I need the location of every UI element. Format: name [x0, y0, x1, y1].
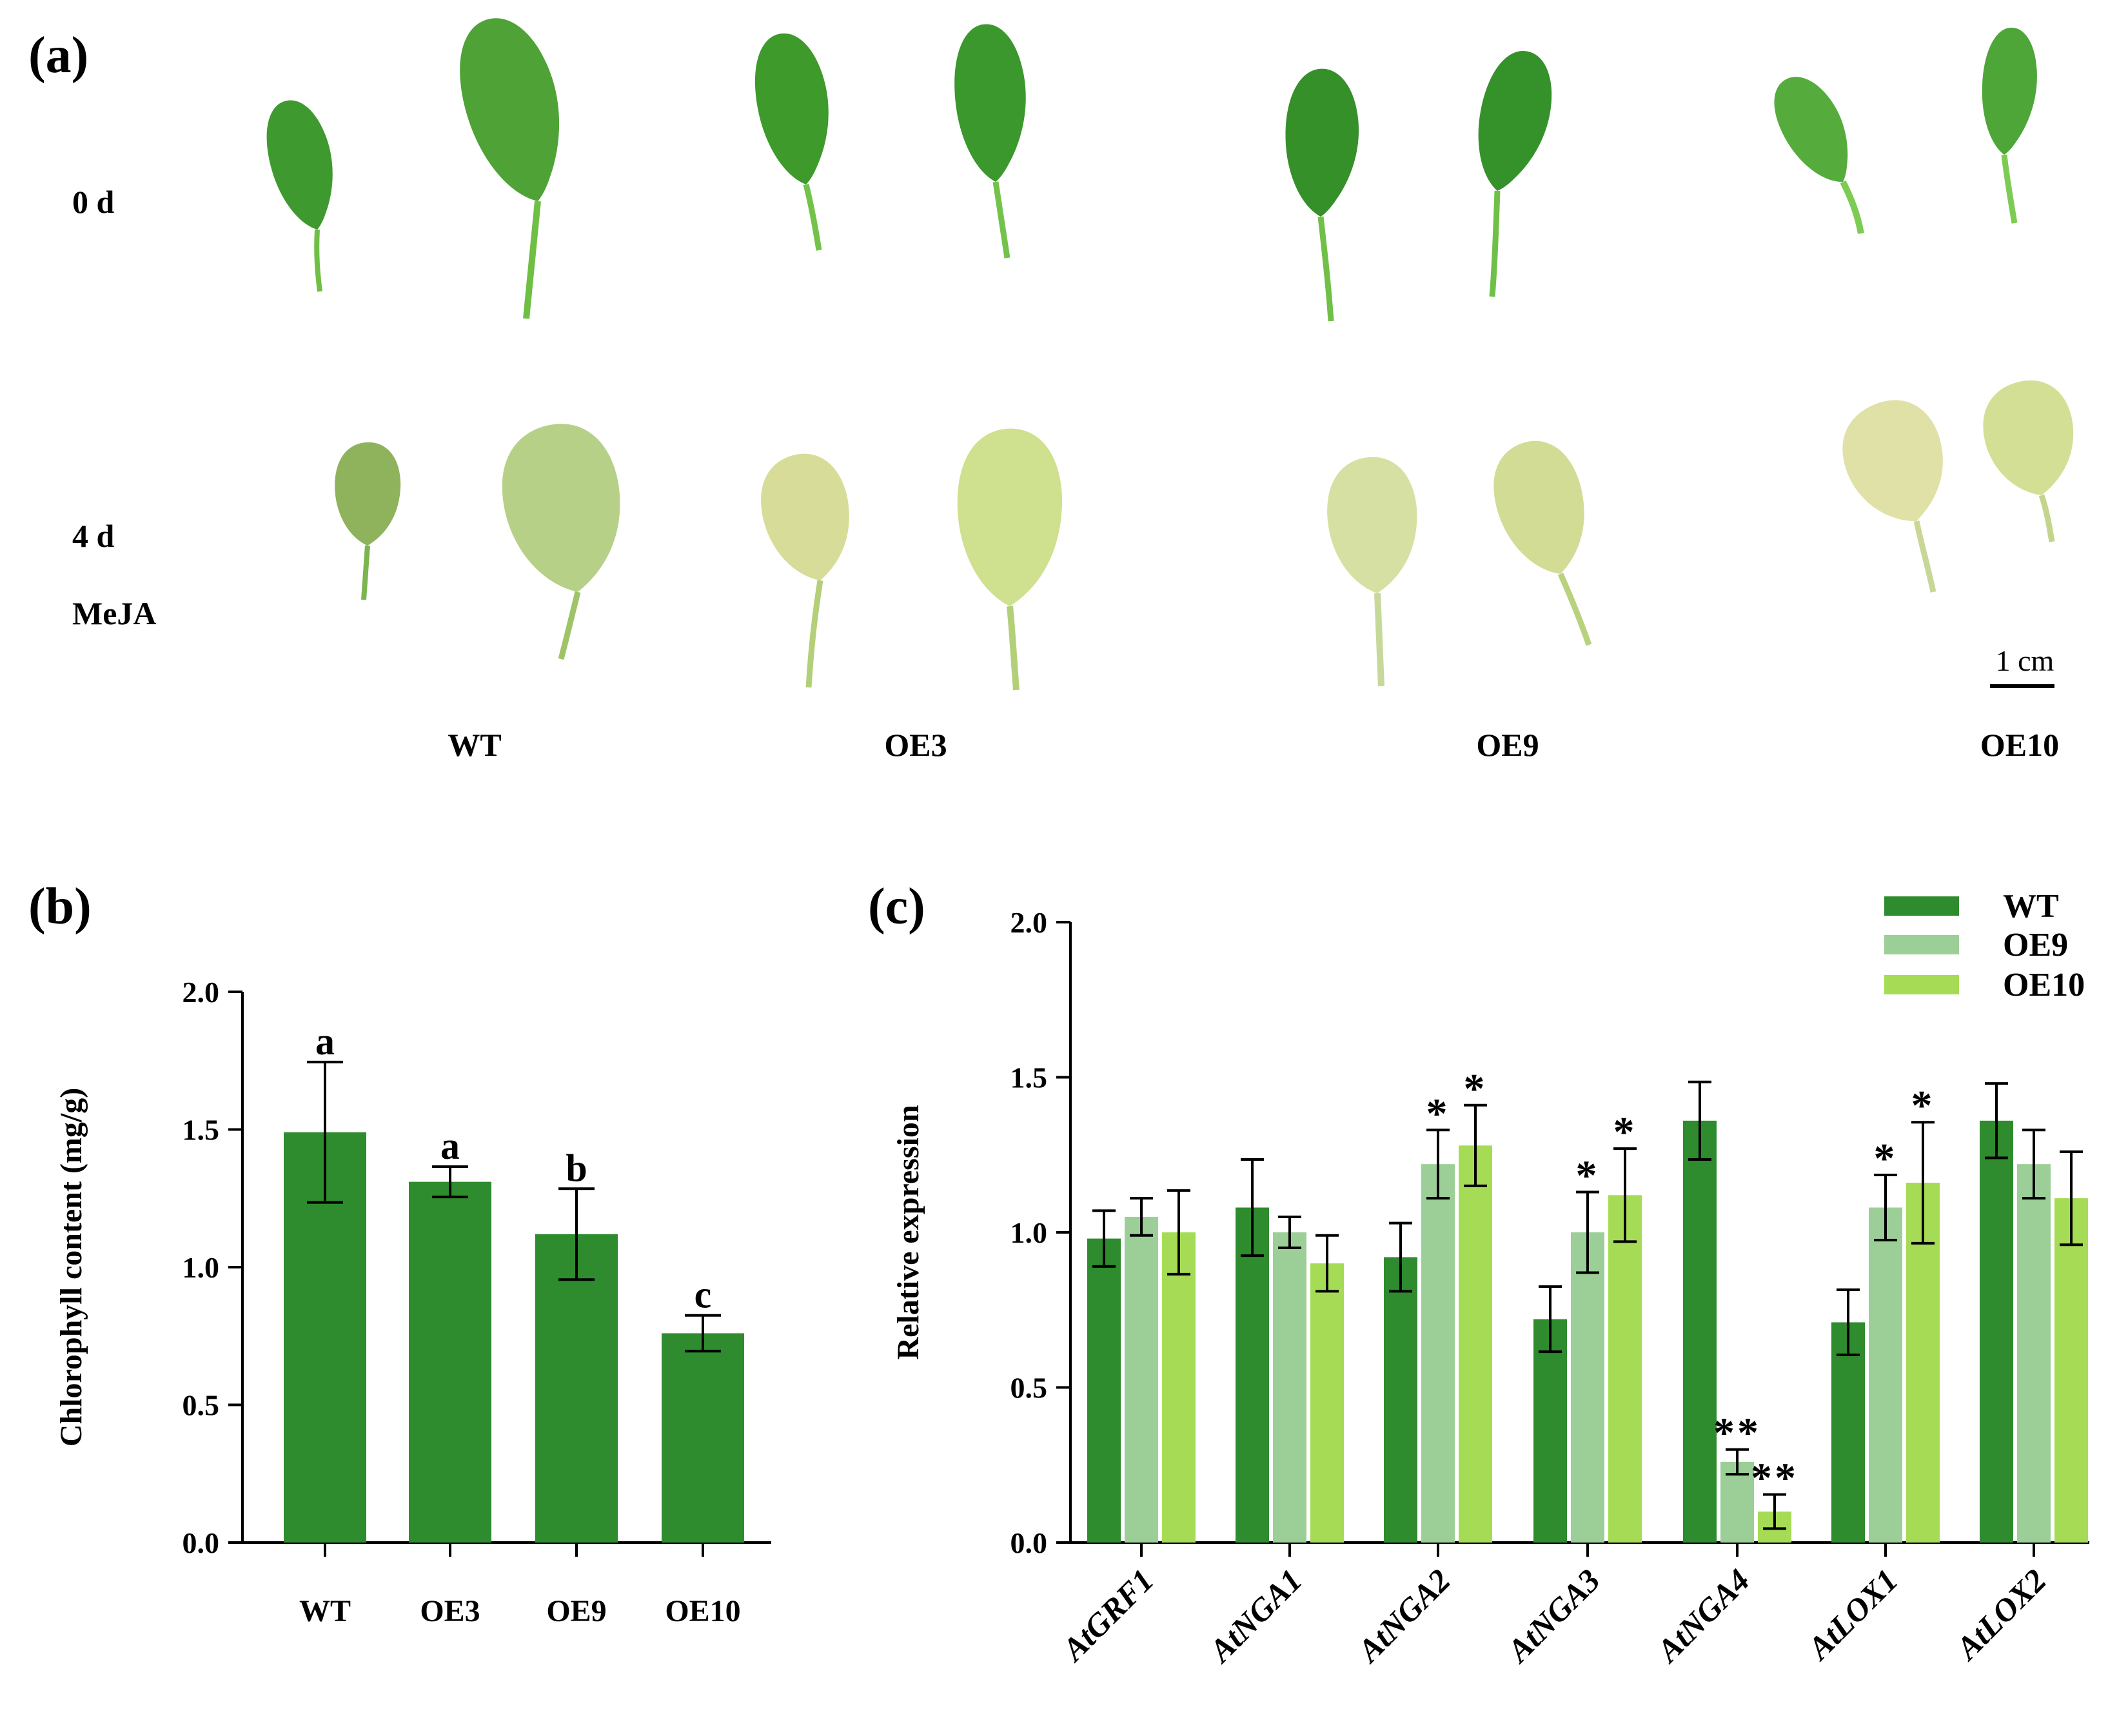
significance-letter: a: [315, 1020, 335, 1063]
genotype-label-oe9: OE9: [1476, 727, 1539, 763]
significance-asterisk: *: [1874, 1135, 1898, 1182]
x-tick-label: WT: [299, 1594, 351, 1628]
bar-oe9-atnga1: [1273, 1232, 1306, 1543]
y-tick-label: 1.0: [182, 1251, 220, 1284]
leaf-oe3-0d-1: [741, 26, 848, 251]
x-tick-label: AtNGA4: [1648, 1562, 1756, 1670]
leaf-wt-4d-1: [333, 441, 403, 600]
bar-oe10-atlox2: [2054, 1198, 2088, 1543]
y-tick-label: 0.0: [1010, 1526, 1048, 1559]
leaf-oe10-4d-1: [1827, 386, 1965, 593]
genotype-label-oe10: OE10: [1980, 727, 2059, 763]
y-tick-label: 0.0: [182, 1526, 220, 1559]
significance-asterisk: **: [1713, 1410, 1761, 1457]
genotype-label-wt: WT: [448, 727, 501, 763]
x-tick-label: AtNGA3: [1499, 1562, 1606, 1670]
y-axis-label: Relative expression: [891, 1105, 925, 1359]
y-tick-label: 2.0: [182, 976, 220, 1009]
bar-wt-atnga2: [1384, 1257, 1417, 1543]
legend-swatch-oe10: [1884, 975, 1959, 994]
bar-wt-atlox2: [1980, 1120, 2013, 1543]
bar-oe3: [409, 1181, 491, 1543]
significance-asterisk: *: [1613, 1109, 1637, 1156]
x-tick-label: OE10: [665, 1594, 740, 1628]
row-label-0d: 0 d: [72, 184, 115, 220]
bar-oe9-atnga2: [1421, 1164, 1455, 1543]
bar-oe9-atgrf1: [1125, 1216, 1158, 1543]
leaf-oe3-4d-2: [954, 426, 1066, 691]
bar-oe9: [535, 1234, 618, 1543]
leaf-oe10-0d-2: [1982, 27, 2037, 224]
y-axis-label: Chlorophyll content (mg/g): [54, 1088, 88, 1446]
leaf-oe10-0d-1: [1757, 64, 1873, 234]
significance-letter: c: [695, 1274, 712, 1316]
scale-bar-label: 1 cm: [1996, 644, 2054, 677]
panel-b-label: (b): [28, 878, 92, 935]
leaf-oe3-4d-1: [750, 445, 865, 688]
significance-asterisk: *: [1426, 1090, 1450, 1137]
significance-asterisk: *: [1576, 1152, 1600, 1199]
row-label-4d: 4 d: [72, 518, 115, 554]
y-tick-label: 2.0: [1010, 906, 1048, 939]
y-tick-label: 0.5: [1010, 1372, 1048, 1405]
x-tick-label: AtNGA2: [1349, 1562, 1457, 1670]
bar-oe10: [662, 1333, 744, 1543]
leaf-oe3-0d-2: [945, 19, 1038, 259]
leaf-oe9-4d-2: [1480, 429, 1605, 646]
panel-a-label: (a): [28, 27, 88, 84]
y-tick-label: 1.5: [182, 1114, 220, 1147]
bar-wt-atnga1: [1236, 1207, 1269, 1543]
y-tick-label: 1.0: [1010, 1216, 1048, 1249]
x-tick-label: AtGRF1: [1054, 1562, 1161, 1669]
leaf-wt-0d-2: [438, 5, 591, 319]
x-tick-label: AtNGA1: [1201, 1562, 1308, 1670]
panel-c-label: (c): [868, 878, 925, 935]
leaf-oe10-4d-2: [1973, 371, 2089, 542]
y-tick-label: 0.5: [182, 1389, 220, 1422]
legend-label-oe10: OE10: [2003, 967, 2085, 1003]
leaf-wt-4d-2: [489, 413, 639, 660]
leaf-oe9-0d-2: [1470, 46, 1559, 297]
bar-oe10-atnga1: [1310, 1263, 1344, 1543]
genotype-label-oe3: OE3: [884, 727, 947, 763]
bar-oe9-atnga3: [1571, 1232, 1604, 1543]
legend-swatch-wt: [1884, 896, 1959, 916]
significance-letter: b: [566, 1147, 587, 1189]
bar-oe9-atlox1: [1869, 1207, 1902, 1543]
row-label-meja: MeJA: [72, 595, 157, 631]
significance-letter: a: [440, 1125, 460, 1167]
x-tick-label: OE3: [420, 1594, 480, 1628]
x-tick-label: AtLOX1: [1799, 1562, 1905, 1668]
legend-label-wt: WT: [2003, 888, 2059, 925]
leaf-oe9-4d-1: [1321, 453, 1426, 687]
x-tick-label: AtLOX2: [1947, 1562, 2053, 1668]
bar-oe9-atlox2: [2017, 1164, 2051, 1543]
bar-wt-atnga3: [1533, 1319, 1567, 1543]
leaf-oe9-0d-1: [1281, 66, 1365, 322]
bar-wt-atgrf1: [1087, 1238, 1121, 1543]
chlorophyll-chart: (b) 0.0 0.5 1.0 1.5 2.0 Chlorophyll content (…: [28, 878, 771, 1628]
x-tick-label: OE9: [546, 1594, 606, 1628]
bar-wt-atnga4: [1683, 1120, 1717, 1543]
significance-asterisk: *: [1911, 1082, 1935, 1129]
legend-swatch-oe9: [1884, 935, 1959, 954]
leaf-wt-0d-1: [252, 92, 353, 292]
bar-wt-atlox1: [1831, 1322, 1865, 1543]
bar-oe10-atnga3: [1608, 1195, 1642, 1543]
panel-a: (a) 0 d 4 d MeJA: [28, 5, 2089, 763]
expression-chart: (c) 0.0 0.5 1.0 1.5 2.0 Relative expression At…: [868, 878, 2089, 1670]
bar-oe10-atnga2: [1459, 1145, 1492, 1543]
y-tick-label: 1.5: [1010, 1061, 1048, 1094]
bar-oe10-atgrf1: [1162, 1232, 1196, 1543]
significance-asterisk: **: [1751, 1454, 1798, 1501]
significance-asterisk: *: [1464, 1065, 1488, 1112]
legend-label-oe9: OE9: [2003, 927, 2068, 963]
